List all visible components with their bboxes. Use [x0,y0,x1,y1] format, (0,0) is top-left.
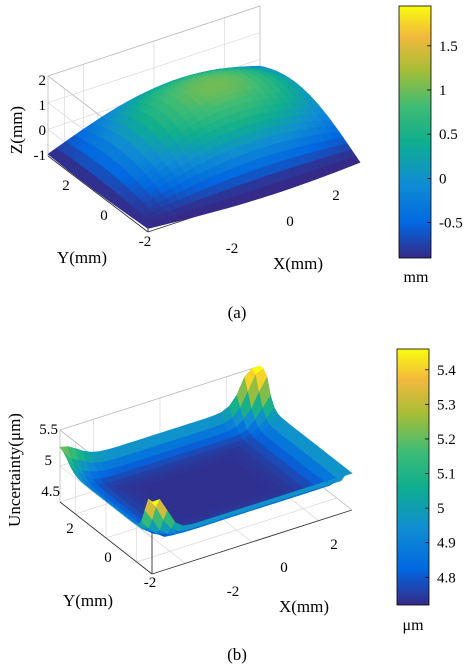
panel-b-colorbar-tick-label: 5.2 [437,432,456,448]
panel-a-surface-cell [346,155,361,167]
panel-b-xtick: 0 [280,560,288,576]
panel-a-colorbar-tick-label: 0.5 [439,127,458,143]
panel-b-ylabel: Y(mm) [63,591,113,610]
panel-b-colorbar-gradient [396,348,430,606]
panel-a-colorbar-tick-label: -0.5 [439,216,463,232]
panel-a-ylabel: Y(mm) [57,248,107,267]
panel-a-xlabel: X(mm) [273,254,323,273]
panel-b-ztick: 5.5 [39,422,58,438]
panel-b-surface-chart: Uncertainty(μm) 5.5 5 4.5 2 0 -2 Y(mm) -… [5,348,456,664]
panel-a-gridline [47,32,261,103]
panel-a-ztick: 1 [39,98,47,114]
panel-b-ytick: -2 [144,575,157,591]
panel-a-colorbar-unit: mm [404,269,429,286]
panel-a-gridline [47,155,149,233]
panel-b-gridline [59,501,153,575]
panel-b-colorbar-tick-label: 5.4 [437,363,456,379]
panel-a-ytick: 2 [62,178,70,194]
panel-b-colorbar-unit: μm [402,617,424,634]
panel-a-surface [47,65,361,229]
panel-b-xtick: 2 [330,537,338,553]
panel-a-ztick: 2 [39,73,47,89]
panel-a-ytick: 0 [100,208,108,224]
panel-a-ytick: -2 [139,234,152,250]
panel-b-colorbar-tick-label: 5.3 [437,397,456,413]
panel-a-ztick: -1 [34,148,47,164]
panel-b-colorbar-tick-label: 5.1 [437,467,456,483]
panel-b-gridline [151,509,353,575]
panel-a-ztick: 0 [39,123,47,139]
panel-b-gridline [59,465,153,539]
panel-b-gridline [136,497,337,563]
panel-b-ztick: 5 [45,453,53,469]
panel-b-xlabel: X(mm) [279,597,329,616]
panel-a-colorbar: 1.5 1 0.5 0 -0.5 [398,5,463,259]
panel-b-xtick: -2 [227,584,240,600]
panel-b-surface [59,365,353,537]
panel-a-xtick: 2 [332,188,340,204]
panel-b-surface-cell [340,470,353,481]
panel-a-colorbar-tick-label: 0 [439,171,447,187]
panel-b-colorbar-tick-label: 4.8 [437,570,456,586]
panel-a-gridline [47,5,261,77]
panel-b-ztick: 4.5 [41,484,60,500]
panel-a-xtick: 0 [286,214,294,230]
panel-a-zlabel: Z(mm) [7,106,26,154]
panel-b-colorbar-tick-label: 5 [437,501,445,517]
panel-b-label: (b) [227,645,247,664]
panel-a-label: (a) [228,303,247,322]
panel-b-gridline [59,365,261,431]
panel-a-surface-chart: Z(mm) 2 1 0 -1 2 0 -2 Y(mm) -2 0 2 X(mm)… [7,5,463,322]
panel-b-colorbar-tick-label: 4.9 [437,536,456,552]
panel-b-ytick: 2 [66,521,74,537]
panel-a-colorbar-gradient [398,5,432,259]
panel-a-colorbar-tick-label: 1.5 [439,39,458,55]
panel-a-colorbar-tick-label: 1 [439,83,447,99]
panel-b-ytick: 0 [104,550,112,566]
panel-b-colorbar: 5.4 5.3 5.2 5.1 5 4.9 4.8 [396,348,456,606]
panel-b-zlabel: Uncertainty(μm) [5,413,24,527]
panel-a-xtick: -2 [226,241,239,257]
